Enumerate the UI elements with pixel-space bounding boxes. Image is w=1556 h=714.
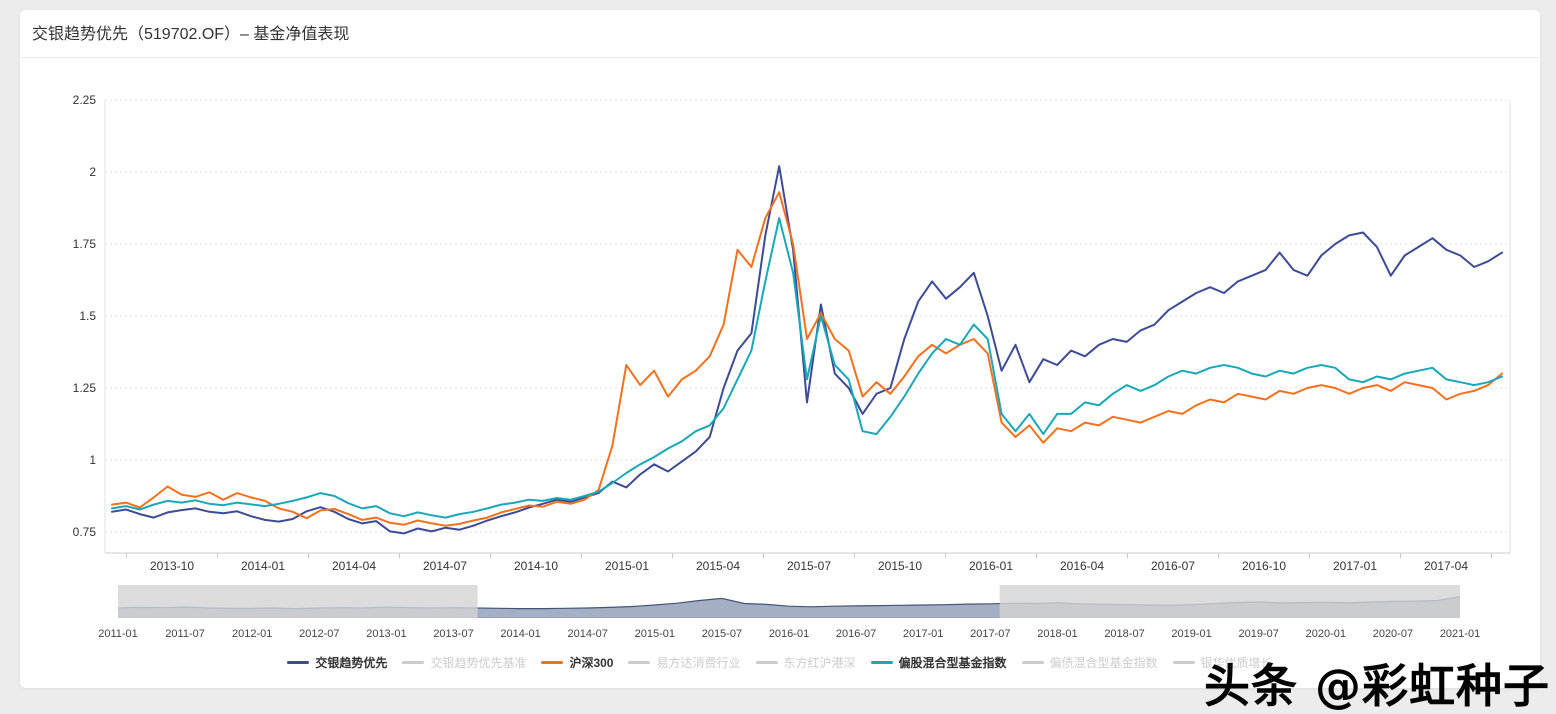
x-axis-label: 2017-04 [1424, 559, 1468, 573]
legend-label: 东方红沪港深 [783, 656, 856, 670]
x-axis-label: 2016-07 [1151, 559, 1195, 573]
legend-item-yinhua-youzhi[interactable]: 银华优质增长 [1172, 654, 1273, 671]
legend-marker-icon [1172, 661, 1195, 664]
series-line-hs300 [111, 191, 1503, 527]
datazoom-label: 2015-07 [702, 628, 742, 640]
series-line-piangu-hunhe-index [111, 217, 1503, 519]
x-axis-label: 2014-04 [332, 559, 376, 573]
legend-label: 沪深300 [569, 656, 614, 670]
plot-area[interactable] [105, 100, 1510, 553]
x-axis-label: 2013-10 [150, 559, 194, 573]
datazoom-label: 2017-01 [903, 628, 943, 640]
datazoom-label: 2020-07 [1373, 628, 1413, 640]
y-axis-label: 2 [89, 165, 96, 179]
datazoom-label: 2018-01 [1037, 628, 1077, 640]
legend-item-jiaoyin-benchmark[interactable]: 交银趋势优先基准 [402, 654, 526, 671]
page-title: 交银趋势优先（519702.OF）– 基金净值表现 [32, 26, 350, 43]
datazoom-label: 2011-07 [165, 628, 205, 640]
series-line-jiaoyin-qushi-youxian [111, 165, 1503, 535]
x-axis-label: 2014-07 [423, 559, 467, 573]
datazoom-label: 2016-07 [836, 628, 876, 640]
y-axis-label: 1.25 [73, 381, 97, 395]
datazoom-label: 2012-01 [232, 628, 272, 640]
y-axis-label: 1.75 [73, 237, 97, 251]
datazoom-unselected-left[interactable] [118, 585, 478, 618]
x-axis-label: 2015-07 [787, 559, 831, 573]
datazoom-label: 2012-07 [299, 628, 339, 640]
legend-label: 交银趋势优先 [315, 656, 388, 670]
legend-item-dongfanghong-hgs[interactable]: 东方红沪港深 [755, 654, 856, 671]
datazoom-label: 2019-07 [1239, 628, 1279, 640]
datazoom-unselected-right[interactable] [999, 585, 1460, 618]
datazoom-label: 2014-01 [500, 628, 540, 640]
legend-label: 偏债混合型基金指数 [1049, 656, 1158, 670]
title-divider [20, 57, 1540, 58]
x-axis-label: 2015-04 [696, 559, 740, 573]
datazoom-label: 2013-07 [433, 628, 473, 640]
x-axis-label: 2014-01 [241, 559, 285, 573]
legend-marker-icon [755, 661, 778, 664]
fund-nav-chart: 2.25 2 1.75 1.5 1.25 1 0.75 2013-10 2014-01 2014-… [73, 93, 1511, 640]
y-axis-label: 0.75 [73, 525, 97, 539]
datazoom-label: 2013-01 [366, 628, 406, 640]
x-axis-label: 2016-10 [1242, 559, 1286, 573]
legend-label: 银华优质增长 [1200, 656, 1273, 670]
legend-marker-icon [628, 661, 651, 664]
watermark: 头条 @彩虹种子 [1203, 659, 1550, 713]
legend-marker-icon [287, 661, 310, 664]
chart-card: 交银趋势优先（519702.OF）– 基金净值表现 2.25 2 1.75 1.5 1.… [20, 10, 1540, 688]
legend-item-yifangda-xiaofei[interactable]: 易方达消费行业 [628, 654, 741, 671]
y-axis-label: 1 [89, 453, 96, 467]
x-axis-label: 2016-01 [969, 559, 1013, 573]
y-axis-label: 1.5 [79, 309, 96, 323]
x-axis-label: 2015-01 [605, 559, 649, 573]
legend-label: 偏股混合型基金指数 [898, 656, 1007, 670]
legend-marker-icon [1021, 661, 1044, 664]
datazoom-label: 2014-07 [568, 628, 608, 640]
x-axis-label: 2017-01 [1333, 559, 1377, 573]
legend-item-pianzhai-hunhe-index[interactable]: 偏债混合型基金指数 [1021, 654, 1158, 671]
datazoom-label: 2011-01 [98, 628, 138, 640]
legend-marker-icon [870, 661, 893, 664]
datazoom-label: 2019-01 [1171, 628, 1211, 640]
legend-marker-icon [402, 661, 425, 664]
legend-label: 交银趋势优先基准 [430, 656, 527, 670]
datazoom-label: 2018-07 [1104, 628, 1144, 640]
legend-item-hs300[interactable]: 沪深300 [541, 654, 613, 671]
y-axis-label: 2.25 [73, 93, 97, 107]
datazoom-label: 2017-07 [970, 628, 1010, 640]
datazoom-label: 2021-01 [1440, 628, 1480, 640]
legend: 交银趋势优先 交银趋势优先基准 沪深300 易方达消费行业 东方红沪港深 偏股混合型基金指… [20, 654, 1540, 671]
datazoom-label: 2015-01 [635, 628, 675, 640]
x-axis-label: 2015-10 [878, 559, 922, 573]
x-axis-label: 2014-10 [514, 559, 558, 573]
datazoom-label: 2020-01 [1306, 628, 1346, 640]
datazoom-window[interactable] [478, 585, 1000, 618]
legend-item-jiaoyin-qushi-youxian[interactable]: 交银趋势优先 [287, 654, 387, 671]
legend-label: 易方达消费行业 [656, 656, 741, 670]
legend-item-piangu-hunhe-index[interactable]: 偏股混合型基金指数 [870, 654, 1007, 671]
datazoom-label: 2016-01 [769, 628, 809, 640]
x-axis-label: 2016-04 [1060, 559, 1104, 573]
legend-marker-icon [541, 661, 564, 664]
